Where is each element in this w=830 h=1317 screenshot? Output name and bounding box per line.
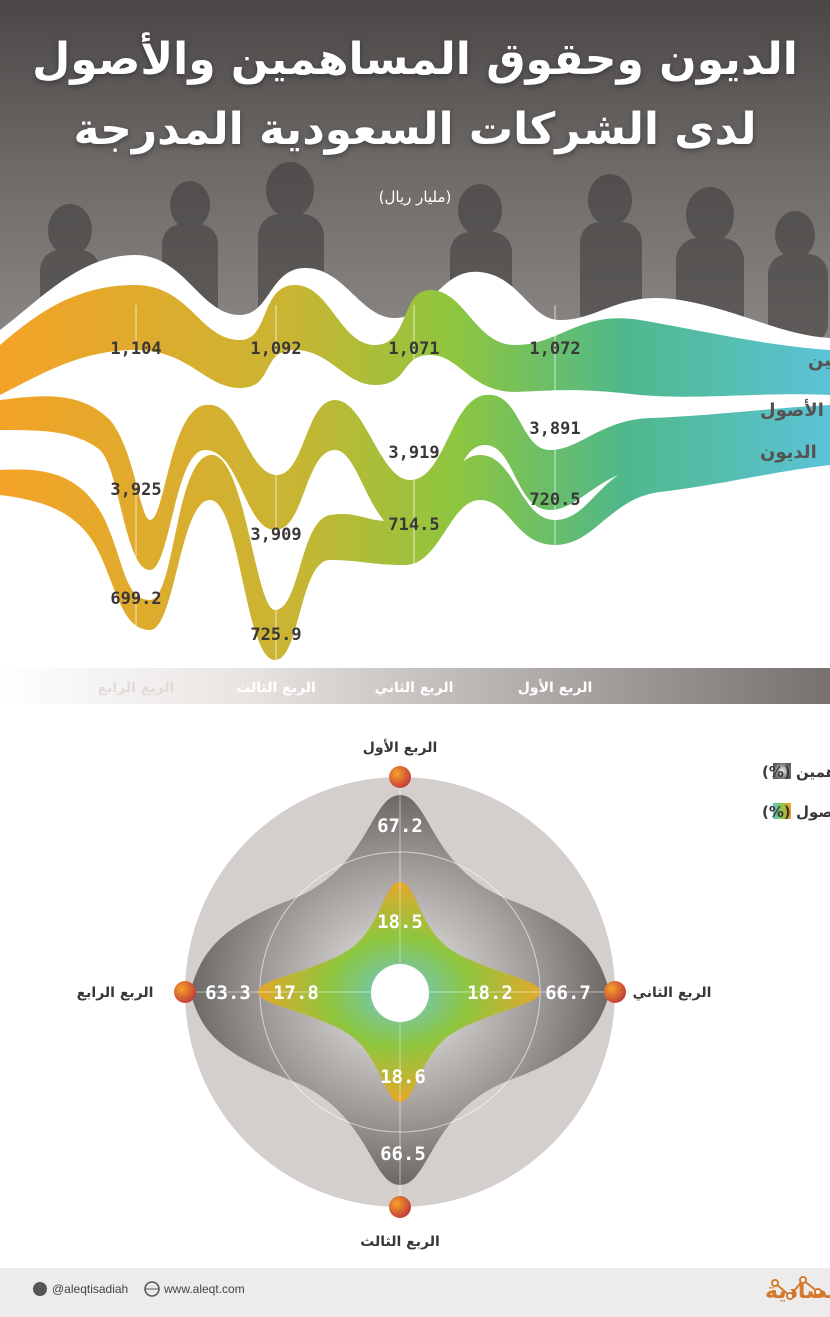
debt-value-q3: 725.9 [250, 625, 301, 645]
debt-value-q2: 714.5 [388, 515, 439, 535]
axis-dot-q1 [389, 766, 411, 788]
unit-label: (مليار ريال) [378, 188, 452, 206]
da-value-q4: 17.8 [273, 982, 319, 1004]
da-value-q3: 18.6 [380, 1066, 426, 1088]
axis-label-q4: الربع الرابع [98, 680, 175, 696]
series-labels: حقوق المساهمين الأصول الديون [760, 350, 830, 463]
legend-swatch-debt-equity [773, 763, 791, 779]
assets-value-q4: 3,925 [110, 480, 161, 500]
flow-value-labels: 1,072 1,071 1,092 1,104 3,891 3,919 3,90… [110, 339, 580, 645]
page-title-line2: لدى الشركات السعودية المدرجة [73, 104, 757, 155]
equity-value-q2: 1,071 [388, 339, 439, 359]
da-value-q1: 18.5 [377, 911, 423, 933]
axis-dot-q4 [174, 981, 196, 1003]
axis-label-q3: الربع الثالث [236, 680, 316, 696]
debt-band [0, 435, 830, 660]
equity-band [0, 285, 830, 397]
page-title-line1: الديون وحقوق المساهمين والأصول [32, 34, 798, 85]
equity-value-q1: 1,072 [529, 339, 580, 359]
assets-value-q2: 3,919 [388, 443, 439, 463]
assets-band [0, 394, 830, 570]
radar-center-hole [371, 964, 429, 1022]
da-value-q2: 18.2 [467, 982, 513, 1004]
de-value-q4: 63.3 [205, 982, 251, 1004]
axis-label-q2: الربع الثاني [375, 680, 454, 696]
series-label-equity: حقوق المساهمين [808, 350, 830, 371]
series-label-debt: الديون [760, 442, 817, 463]
radar-legend: الديون/حقوق المساهمين (%) الديون/الأصول … [762, 763, 830, 821]
equity-value-q4: 1,104 [110, 339, 161, 359]
legend-swatch-debt-assets [773, 803, 791, 819]
radar-chart: الربع الأول الربع الثاني الربع الثالث ال… [77, 739, 830, 1250]
legend-label-debt-equity: الديون/حقوق المساهمين (%) [762, 763, 830, 781]
radar-values-debt-equity: 67.2 66.7 66.5 63.3 [205, 815, 591, 1165]
de-value-q2: 66.7 [545, 982, 591, 1004]
radar-axis-labels: الربع الأول الربع الثاني الربع الثالث ال… [77, 739, 712, 1250]
quarter-axis-strip [0, 668, 830, 704]
legend-label-debt-assets: الديون/الأصول (%) [762, 803, 830, 821]
quarter-lines [135, 305, 556, 668]
flow-bands [0, 285, 830, 660]
assets-value-q1: 3,891 [529, 419, 580, 439]
quarter-axis-labels: الربع الأول الربع الثاني الربع الثالث ال… [98, 679, 593, 696]
axis-dot-q2 [604, 981, 626, 1003]
axis-label-q1: الربع الأول [518, 679, 593, 696]
de-value-q1: 67.2 [377, 815, 423, 837]
equity-value-q3: 1,092 [250, 339, 301, 359]
axis-dot-q3 [389, 1196, 411, 1218]
footer-bar [0, 1268, 830, 1317]
assets-value-q3: 3,909 [250, 525, 301, 545]
radar-label-q1: الربع الأول [363, 739, 438, 756]
series-label-assets: الأصول [760, 399, 824, 421]
radar-label-q4: الربع الرابع [77, 985, 154, 1001]
radar-label-q3: الربع الثالث [360, 1234, 440, 1250]
debt-value-q1: 720.5 [529, 490, 580, 510]
de-value-q3: 66.5 [380, 1143, 426, 1165]
radar-label-q2: الربع الثاني [633, 985, 712, 1001]
twitter-handle[interactable]: @aleqtisadiah [52, 1282, 128, 1296]
radar-values-debt-assets: 18.5 18.2 18.6 17.8 [273, 911, 513, 1088]
website-link[interactable]: www.aleqt.com [163, 1282, 245, 1296]
brand-logo-mark [771, 1276, 822, 1300]
twitter-icon[interactable] [33, 1282, 47, 1296]
debt-value-q4: 699.2 [110, 589, 161, 609]
